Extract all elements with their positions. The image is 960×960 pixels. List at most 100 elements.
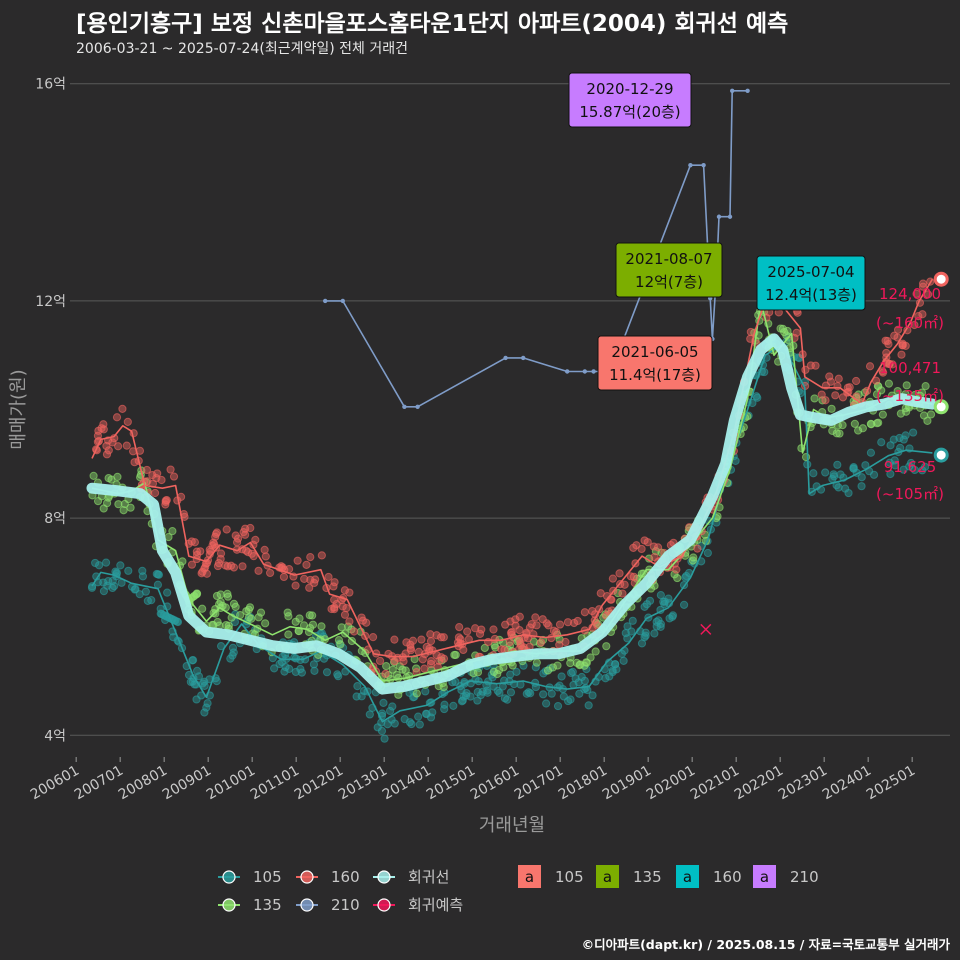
scatter-point-160 <box>112 413 122 422</box>
scatter-point-160 <box>918 310 927 319</box>
scatter-point-105 <box>124 566 133 575</box>
scatter-point-160 <box>254 566 263 575</box>
scatter-point-160 <box>327 604 336 614</box>
scatter-point-160 <box>291 581 300 590</box>
scatter-point-160 <box>104 446 113 455</box>
scatter-point-160 <box>910 320 919 330</box>
scatter-point-160 <box>166 465 175 474</box>
scatter-point-105 <box>828 474 837 484</box>
chart-title: [용인기흥구] 보정 신촌마을포스홈타운1단지 아파트(2004) 회귀선 예측 <box>76 11 789 37</box>
callout-price: 12억(7층) <box>635 273 703 291</box>
scatter-point-105 <box>130 585 139 594</box>
x-tick-label: 202101 <box>688 763 742 804</box>
scatter-point-135 <box>688 556 698 565</box>
scatter-point-105 <box>627 627 636 636</box>
scatter-point-160 <box>549 626 559 635</box>
scatter-point-160 <box>201 559 210 568</box>
scatter-point-160 <box>672 565 681 574</box>
scatter-point-105 <box>473 696 482 705</box>
scatter-point-160 <box>650 552 659 562</box>
x-tick-label: 202001 <box>644 763 698 804</box>
scatter-point-105 <box>200 708 209 717</box>
scatter-point-160 <box>626 572 635 581</box>
scatter-point-105 <box>388 702 397 711</box>
scatter-point-160 <box>340 610 350 619</box>
scatter-point-160 <box>490 634 499 644</box>
scatter-point-160 <box>192 547 201 556</box>
scatter-point-105 <box>568 667 577 677</box>
forecast-value-label: 100,471 <box>879 359 941 377</box>
scatter-point-105 <box>866 448 876 457</box>
scatter-point-160 <box>527 620 536 629</box>
callout-date: 2021-08-07 <box>625 250 712 268</box>
scatter-point-105 <box>188 656 197 665</box>
scatter-point-105 <box>110 582 119 591</box>
scatter-point-160 <box>640 536 649 545</box>
scatter-point-105 <box>163 588 172 597</box>
scatter-point-160 <box>305 583 314 592</box>
scatter-point-160 <box>653 543 663 552</box>
scatter-point-160 <box>202 569 212 578</box>
legend-marker <box>222 870 236 884</box>
scatter-point-160 <box>345 617 354 626</box>
x-tick-label: 200901 <box>160 763 214 804</box>
scatter-point-160 <box>629 543 638 552</box>
scatter-point-105 <box>906 458 916 468</box>
scatter-point-135 <box>308 620 318 629</box>
scatter-point-160 <box>130 458 139 467</box>
scatter-point-160 <box>637 544 646 554</box>
scatter-point-160 <box>306 553 315 562</box>
scatter-point-160 <box>402 638 411 647</box>
regression-line <box>86 333 938 695</box>
scatter-point-105 <box>889 435 898 444</box>
scatter-point-160 <box>792 328 801 337</box>
forecast-area-label: (~105㎡) <box>876 485 944 503</box>
scatter-point-160 <box>329 582 338 591</box>
scatter-point-160 <box>190 538 199 547</box>
scatter-point-160 <box>573 616 582 626</box>
legend-box-glyph: a <box>760 868 769 886</box>
scatter-point-135 <box>308 611 317 620</box>
legend-label: 회귀선 <box>408 868 449 886</box>
scatter-point-160 <box>426 630 435 639</box>
scatter-point-160 <box>912 289 921 298</box>
callout-box <box>615 242 723 298</box>
scatter-point-160 <box>817 390 826 399</box>
legend-label: 135 <box>253 896 282 914</box>
forecast-value-label: 91,625 <box>884 458 937 476</box>
scatter-point-160 <box>454 633 463 642</box>
legend-box-label: 160 <box>713 868 742 886</box>
callout-price: 11.4억(17층) <box>609 366 701 384</box>
scatter-point-135 <box>114 500 123 509</box>
scatter-point-105 <box>679 600 689 609</box>
scatter-point-160 <box>620 580 629 589</box>
regression-layer <box>86 333 938 695</box>
scatter-point-160 <box>471 624 480 633</box>
scatter-point-160 <box>205 545 214 554</box>
x-axis-title: 거래년월 <box>479 815 545 836</box>
scatter-point-135 <box>168 527 177 536</box>
legend: 105 160 회귀선 135 210 회귀예측 a 105 a 135 a 160 a 210 <box>218 865 819 914</box>
scatter-point-160 <box>324 572 333 582</box>
legend-box <box>518 865 541 888</box>
scatter-point-135 <box>305 611 314 620</box>
scatter-point-160 <box>266 568 275 578</box>
scatter-point-160 <box>300 574 309 584</box>
scatter-point-135 <box>284 630 293 639</box>
scatter-point-105 <box>641 631 650 640</box>
scatter-point-105 <box>473 687 482 697</box>
scatter-point-160 <box>547 633 556 643</box>
x-tick-label: 201901 <box>600 763 654 804</box>
scatter-point-135 <box>412 689 421 698</box>
scatter-point-135 <box>223 592 233 601</box>
scatter-point-160 <box>477 625 486 634</box>
scatter-point-135 <box>388 665 397 674</box>
scatter-point-160 <box>437 633 446 642</box>
scatter-point-135 <box>198 604 207 613</box>
scatter-point-160 <box>408 636 418 645</box>
scatter-point-105 <box>373 723 382 732</box>
scatter-point-160 <box>515 625 524 635</box>
scatter-point-160 <box>432 631 441 640</box>
y-tick-label: 8억 <box>44 511 66 527</box>
